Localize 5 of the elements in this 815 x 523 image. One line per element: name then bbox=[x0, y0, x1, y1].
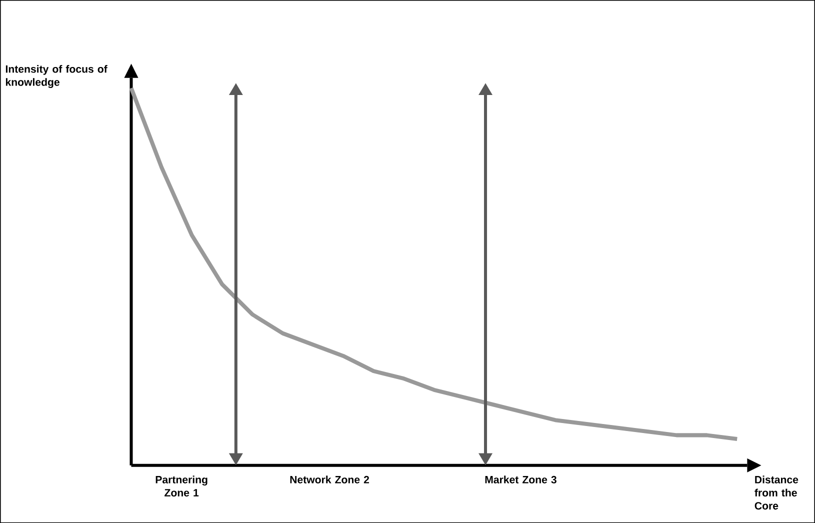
text: Partnering Zone 1 bbox=[156, 476, 208, 496]
text: Market Zone 3 bbox=[485, 476, 556, 484]
text: Network Zone 2 bbox=[290, 476, 369, 484]
x-axis-title: Distance from the Core bbox=[754, 476, 798, 510]
y-axis-title: Intensity of focus of knowledge bbox=[6, 64, 108, 88]
